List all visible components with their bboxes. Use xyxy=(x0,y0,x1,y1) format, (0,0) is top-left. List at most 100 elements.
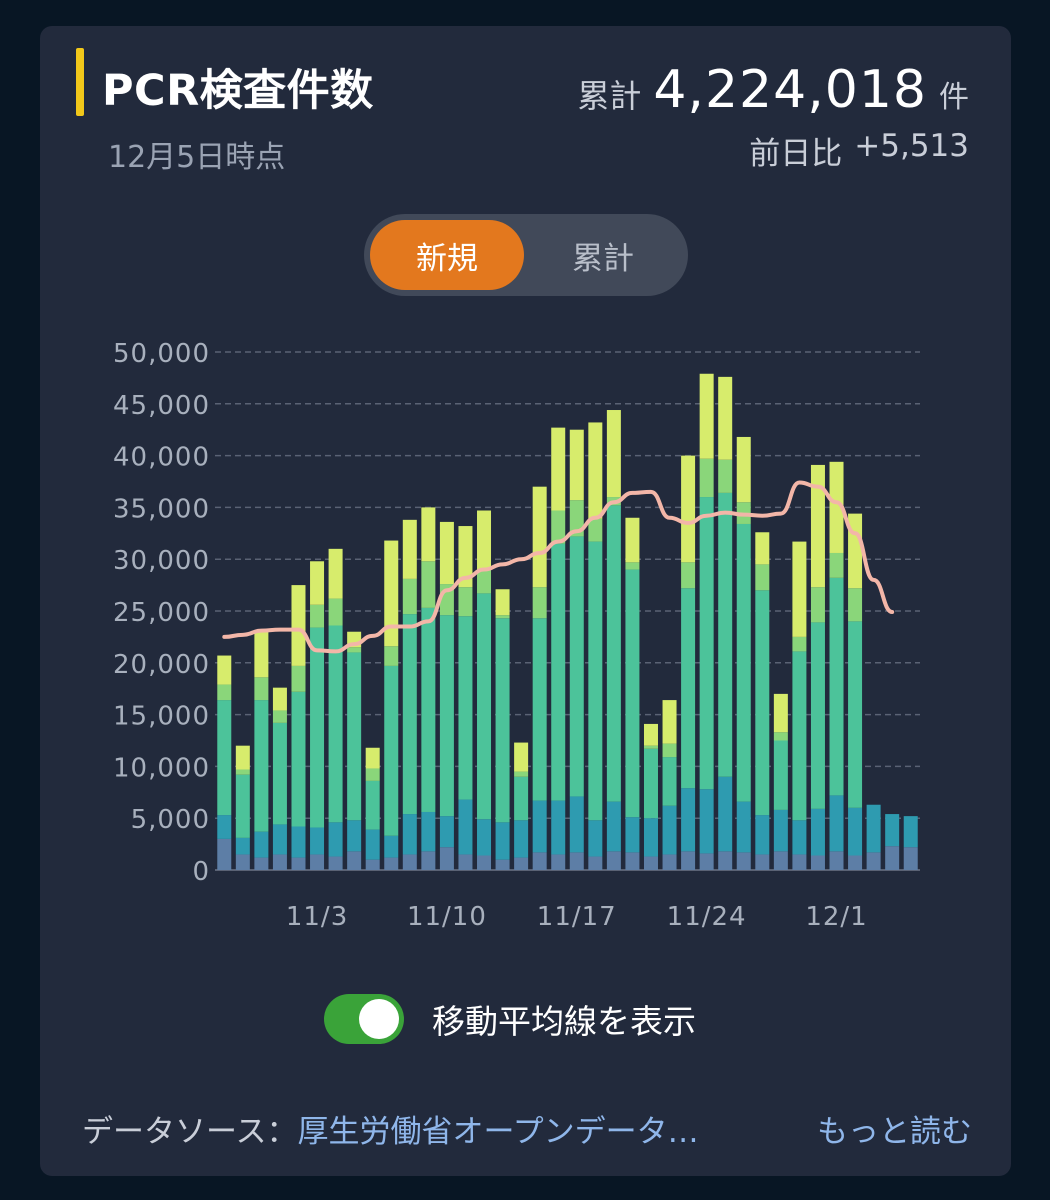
moving-average-toggle[interactable] xyxy=(324,994,404,1044)
bar-segment xyxy=(310,827,325,855)
pcr-bar-chart: 50,000 45,000 40,000 35,000 30,000 25,000 20,0… xyxy=(113,339,920,932)
bar-segment xyxy=(699,373,714,459)
bar-segment xyxy=(903,816,918,848)
bar-segment xyxy=(773,693,788,733)
bar-segment xyxy=(755,532,770,565)
as-of-date: 12月5日時点 xyxy=(108,140,286,175)
bar-segment xyxy=(569,852,584,870)
bar-segment xyxy=(810,587,825,623)
bar-segment xyxy=(272,722,287,825)
y-tick-label: 40,000 xyxy=(113,443,210,473)
bar-segment xyxy=(773,851,788,870)
title-accent-bar xyxy=(76,48,84,116)
bar-segment xyxy=(551,854,566,870)
total-label: 累計 xyxy=(577,77,642,115)
bar-segment xyxy=(643,748,658,819)
bar-segment xyxy=(885,814,900,847)
bar-segment xyxy=(254,700,269,832)
bar-segment xyxy=(588,856,603,870)
bar-segment xyxy=(495,618,510,823)
bar-segment xyxy=(254,631,269,678)
bar-segment xyxy=(606,505,621,802)
bar-segment xyxy=(347,851,362,870)
data-source: データソース：厚生労働省オープンデータ… xyxy=(82,1106,699,1151)
x-tick-label: 12/1 xyxy=(805,902,867,932)
read-more-link[interactable]: もっと読む xyxy=(817,1114,972,1150)
bar-segment xyxy=(402,578,417,615)
bar-segment xyxy=(662,854,677,870)
bar-segment xyxy=(384,540,399,647)
bar-segment xyxy=(681,588,696,789)
bar-segment xyxy=(606,801,621,852)
bar-segment xyxy=(328,822,343,857)
bar-segment xyxy=(643,723,658,746)
bar-segment xyxy=(829,577,844,796)
bar-segment xyxy=(514,771,529,777)
bar-segment xyxy=(551,427,566,511)
bar-segment xyxy=(792,820,807,855)
bar-segment xyxy=(458,616,473,800)
y-tick-label: 25,000 xyxy=(113,598,210,628)
bar-segment xyxy=(477,510,492,570)
bar-segment xyxy=(551,510,566,544)
bar-segment xyxy=(310,561,325,605)
bar-segment xyxy=(625,569,640,818)
y-tick-label: 35,000 xyxy=(113,494,210,524)
bar-segment xyxy=(310,854,325,870)
bar-segment xyxy=(365,859,380,870)
bar-segment xyxy=(217,838,232,870)
bar-segment xyxy=(477,569,492,594)
bar-segment xyxy=(829,851,844,870)
bar-segment xyxy=(810,855,825,870)
diff-label: 前日比 xyxy=(749,136,843,172)
bar-segment xyxy=(736,801,751,853)
bar-segment xyxy=(514,776,529,821)
bar-segment xyxy=(532,852,547,870)
bar-segment xyxy=(254,857,269,870)
bar-segment xyxy=(848,855,863,870)
data-source-link[interactable]: 厚生労働省オープンデータ… xyxy=(297,1114,699,1150)
bar-segment xyxy=(458,854,473,870)
bar-segment xyxy=(643,818,658,857)
bar-segment xyxy=(402,519,417,579)
bar-segment xyxy=(643,745,658,749)
bar-segment xyxy=(328,856,343,870)
bar-segment xyxy=(365,829,380,860)
bar-segment xyxy=(235,769,250,775)
bar-segment xyxy=(477,819,492,856)
bar-segment xyxy=(439,615,454,817)
bar-segment xyxy=(699,458,714,498)
bar-segment xyxy=(718,459,733,493)
bar-segment xyxy=(477,855,492,870)
bar-segment xyxy=(718,851,733,870)
bar-segment xyxy=(736,523,751,802)
bar-segment xyxy=(291,691,306,827)
diff-value: +5,513 xyxy=(854,128,969,164)
bar-segment xyxy=(848,807,863,856)
bar-segment xyxy=(439,816,454,848)
bar-segment xyxy=(569,796,584,853)
bar-segment xyxy=(551,543,566,801)
bar-segment xyxy=(588,541,603,821)
bar-segment xyxy=(458,799,473,855)
tab-new[interactable]: 新規 xyxy=(370,220,524,290)
bar-segment xyxy=(291,665,306,692)
bar-segment xyxy=(495,615,510,619)
bar-segment xyxy=(625,517,640,563)
bar-segment xyxy=(829,795,844,852)
bar-segment xyxy=(458,587,473,617)
bar-segment xyxy=(699,789,714,854)
bar-segment xyxy=(310,604,325,628)
x-tick-label: 11/24 xyxy=(667,902,747,932)
bar-segment xyxy=(384,665,399,836)
x-tick-label: 11/10 xyxy=(407,902,487,932)
bar-segment xyxy=(736,852,751,870)
bar-segment xyxy=(755,854,770,870)
tab-cumulative[interactable]: 累計 xyxy=(572,240,634,277)
bar-segment xyxy=(347,652,362,821)
bar-segment xyxy=(217,815,232,839)
bar-segment xyxy=(662,757,677,806)
bar-segment xyxy=(773,740,788,810)
bar-segment xyxy=(848,621,863,808)
bar-segment xyxy=(588,820,603,857)
